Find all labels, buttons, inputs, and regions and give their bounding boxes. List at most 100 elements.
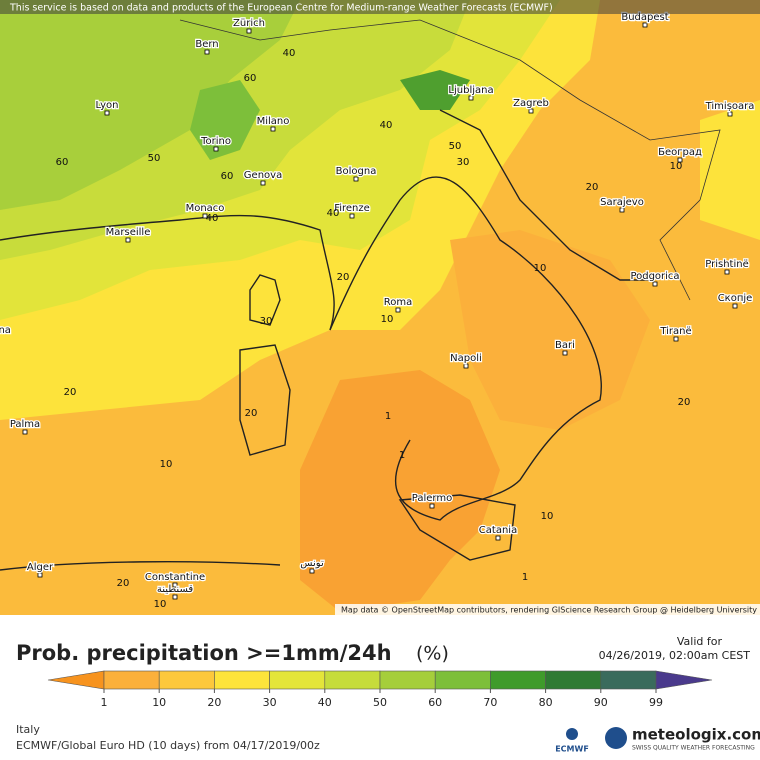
- contour-label: 60: [244, 73, 257, 84]
- city-dot: [37, 572, 43, 578]
- contour-label: 60: [221, 171, 234, 182]
- city-label: Firenze: [334, 203, 370, 214]
- colorbar-segment: [379, 670, 436, 690]
- contour-label: 20: [117, 578, 130, 589]
- city-dot: [213, 146, 219, 152]
- contour-label: 50: [449, 141, 462, 152]
- city-dot: [395, 307, 401, 313]
- city-dot: [204, 49, 210, 55]
- contour-label: 10: [670, 161, 683, 172]
- colorbar-tick-label: 99: [649, 696, 663, 709]
- city-label: Monaco: [186, 203, 225, 214]
- city-dot: [172, 582, 178, 588]
- city-label: Zürich: [233, 18, 265, 29]
- region: Italy: [16, 723, 40, 736]
- contour-label: 40: [380, 120, 393, 131]
- city-dot: [562, 350, 568, 356]
- city-dot: [528, 108, 534, 114]
- city-dot: [673, 336, 679, 342]
- contour-label: 20: [337, 272, 350, 283]
- city-label: Bologna: [336, 166, 377, 177]
- city-label: Genova: [244, 170, 282, 181]
- city-dot: [495, 535, 501, 541]
- colorbar-segment: [103, 670, 160, 690]
- contour-label: 1: [522, 572, 528, 583]
- city-dot: [429, 503, 435, 509]
- contour-label: 10: [160, 459, 173, 470]
- colorbar-segment: [545, 670, 602, 690]
- city-label: Marseille: [106, 227, 151, 238]
- city-label: Roma: [384, 297, 413, 308]
- city-label: Milano: [257, 116, 290, 127]
- city-dot: [309, 568, 315, 574]
- city-dot: [463, 363, 469, 369]
- city-dot: [202, 213, 208, 219]
- city-dot: [353, 176, 359, 182]
- city-dot: [104, 110, 110, 116]
- contour-label: 1: [399, 450, 405, 461]
- city-label: Prishtinë: [705, 259, 748, 270]
- colorbar-tick-label: 60: [428, 696, 442, 709]
- colorbar-tick-label: 30: [263, 696, 277, 709]
- colorbar-tick-label: 10: [152, 696, 166, 709]
- city-label: Napoli: [450, 353, 482, 364]
- contour-label: 60: [56, 157, 69, 168]
- colorbar-segment: [434, 670, 491, 690]
- colorbar-tick-label: 80: [539, 696, 553, 709]
- contour-label: 20: [586, 182, 599, 193]
- city-label: Barcelona: [0, 325, 11, 336]
- colorbar: 1 10 20 30 40 50 60 70 80 90 99: [47, 670, 713, 709]
- city-label: Alger: [27, 562, 54, 573]
- city-label: Bari: [555, 340, 575, 351]
- legend-unit: (%): [416, 643, 449, 665]
- colorbar-segment: [158, 670, 215, 690]
- city-dot: [22, 429, 28, 435]
- contour-label: 20: [245, 408, 258, 419]
- city-dot: [652, 281, 658, 287]
- city-label: Lyon: [95, 100, 118, 111]
- city-dot: [677, 157, 683, 163]
- contour-label: 10: [381, 314, 394, 325]
- colorbar-tick-label: 50: [373, 696, 387, 709]
- contour-label: 10: [541, 511, 554, 522]
- city-label: Скопје: [718, 292, 753, 304]
- ecmwf-logo: ECMWF: [555, 745, 589, 754]
- city-label: Podgorica: [630, 271, 679, 282]
- contour-label: 40: [327, 208, 340, 219]
- city-dot: [732, 303, 738, 309]
- city-dot: [246, 28, 252, 34]
- contour-label: 30: [457, 157, 470, 168]
- city-label: Zagreb: [513, 98, 549, 109]
- city-dot: [619, 207, 625, 213]
- city-label: Budapest: [621, 12, 668, 23]
- city-dot: [270, 126, 276, 132]
- contour-label: 1: [385, 411, 391, 422]
- colorbar-tick-label: 70: [483, 696, 497, 709]
- city-label: Palermo: [412, 493, 452, 504]
- notice-bar: [0, 0, 760, 14]
- city-dot: [172, 594, 178, 600]
- colorbar-tick-label: 20: [207, 696, 221, 709]
- city-label: Bern: [195, 39, 218, 50]
- notice: This service is based on data and produc…: [9, 3, 553, 14]
- colorbar-tick-label: 90: [594, 696, 608, 709]
- contour-label: 20: [64, 387, 77, 398]
- contour-label: 50: [148, 153, 161, 164]
- brand-icon: [605, 727, 627, 749]
- contour-label: 10: [534, 263, 547, 274]
- colorbar-tick-label: 40: [318, 696, 332, 709]
- colorbar-segment: [214, 670, 270, 690]
- city-label: Ljubljana: [448, 85, 493, 96]
- city-label: Torino: [200, 136, 231, 147]
- city-dot: [260, 180, 266, 186]
- city-dot: [727, 111, 733, 117]
- city-label: Palma: [10, 419, 40, 430]
- contour-label: 40: [206, 213, 219, 224]
- colorbar-tick-label: 1: [101, 696, 108, 709]
- valid-label: Valid for: [677, 635, 723, 648]
- brand: meteologix.com: [632, 726, 760, 744]
- legend-title: Prob. precipitation >=1mm/24h: [16, 641, 392, 665]
- city-label: تونس: [300, 558, 324, 569]
- contour-label: 30: [260, 316, 273, 327]
- contour-label: 10: [154, 599, 167, 610]
